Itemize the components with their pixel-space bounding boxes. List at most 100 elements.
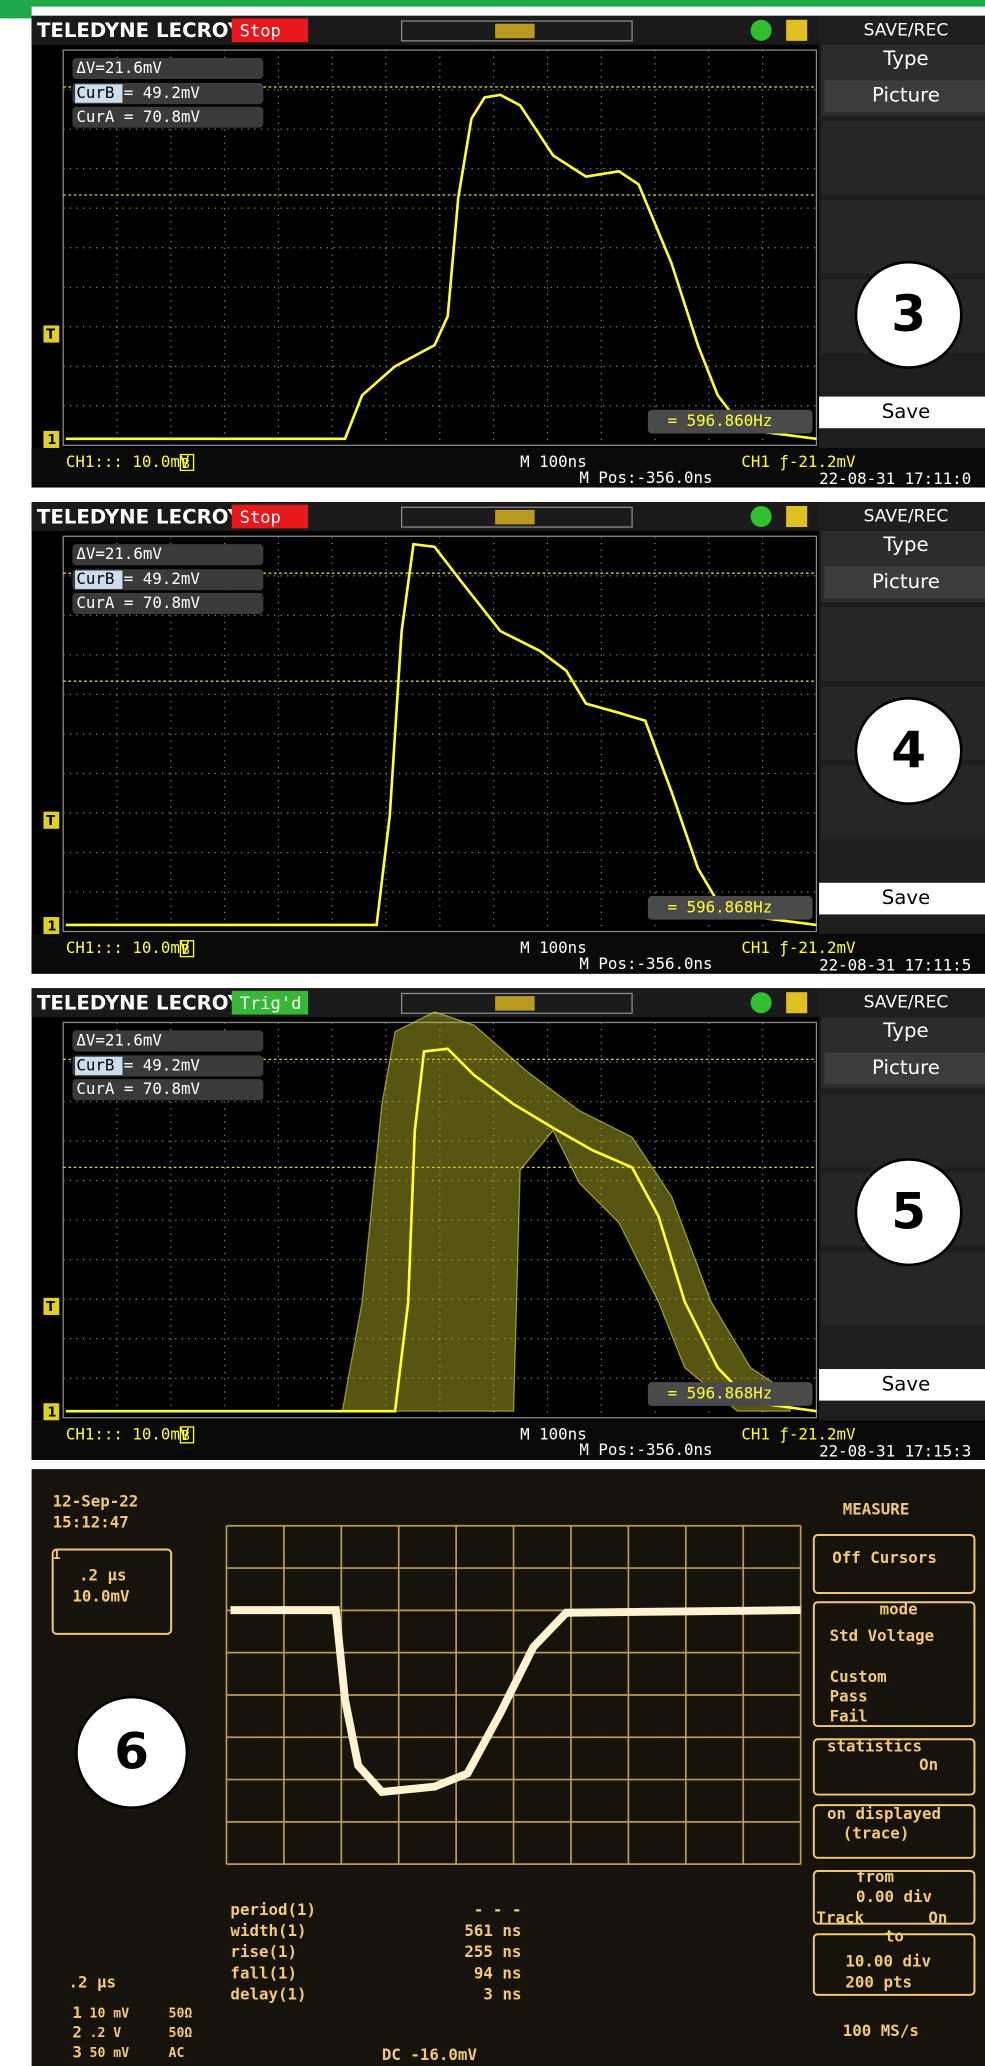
menu-item [822, 607, 985, 681]
frequency: = 596.868Hz [668, 1384, 773, 1403]
frequency: = 596.860Hz [668, 411, 773, 430]
channel-scale: 10 mV [90, 2006, 130, 2021]
position: M Pos:-356.0ns [579, 954, 712, 973]
cursor-a: CurA = 70.8mV [76, 1079, 200, 1098]
panel-label: 6 [114, 1723, 149, 1781]
channel-marker: 1 [47, 433, 56, 448]
panel-label: 3 [891, 285, 926, 343]
to-title: to [885, 1926, 904, 1945]
track: Track [816, 1908, 864, 1927]
points: 200 pts [845, 1972, 912, 1991]
save-icon [786, 506, 807, 527]
cursor-b-value: = 49.2mV [124, 569, 201, 588]
date: 12-Sep-22 [53, 1492, 139, 1511]
sample-rate: 100 MS/s [843, 2021, 919, 2040]
frequency: = 596.868Hz [668, 897, 773, 916]
position: M Pos:-356.0ns [579, 468, 712, 487]
menu-save: Save [882, 886, 930, 909]
panel-label: 4 [891, 721, 926, 779]
brand: TELEDYNE LECROY [37, 19, 243, 42]
from-value: 0.00 div [856, 1887, 932, 1906]
menu-picture: Picture [872, 84, 940, 107]
measurement-value: - - - [474, 1900, 522, 1919]
menu-item [822, 121, 985, 195]
measurement-name: rise(1) [230, 1942, 297, 1961]
measurement-name: fall(1) [230, 1963, 297, 1982]
top-border [0, 0, 985, 7]
menu-type: Type [882, 533, 928, 556]
offset: DC -16.0mV [382, 2045, 478, 2064]
trigger-marker: T [46, 814, 55, 829]
volts-box: 10.0mV [72, 1586, 130, 1605]
timestamp: 22-08-31 17:11:0 [819, 469, 971, 488]
menu-type: Type [882, 47, 928, 70]
cursor-a: CurA = 70.8mV [76, 107, 200, 126]
track-on: On [928, 1908, 947, 1927]
off-cursors: Off Cursors [832, 1548, 937, 1567]
channel-scale: 50 mV [90, 2046, 130, 2061]
memory-window [495, 996, 535, 1010]
from-title: from [856, 1867, 894, 1886]
channel-coupling: AC [169, 2046, 185, 2061]
brand: TELEDYNE LECROY [37, 505, 243, 528]
save-icon [786, 20, 807, 41]
measurement-name: delay(1) [230, 1984, 306, 2003]
pass: Pass [830, 1687, 868, 1706]
status: Trig'd [240, 994, 302, 1014]
status-icon [751, 506, 772, 527]
page: {"panels":[ {"label":"3","brand":"TELEDY… [0, 0, 985, 2066]
timestamp: 22-08-31 17:11:5 [819, 955, 971, 974]
measurement-value: 3 ns [483, 1984, 521, 2003]
timebase: .2 µs [68, 1972, 116, 1991]
custom: Custom [830, 1667, 887, 1686]
position: M Pos:-356.0ns [579, 1440, 712, 1459]
trigger-marker: T [46, 1300, 55, 1315]
trigger-marker: T [46, 328, 55, 343]
menu-save: Save [882, 1372, 930, 1395]
cursor-a: CurA = 70.8mV [76, 593, 200, 612]
timebase: M 100ns [520, 452, 587, 471]
cursor-b-value: = 49.2mV [124, 1055, 201, 1074]
corner-border [0, 0, 32, 18]
menu-title: MEASURE [843, 1499, 910, 1518]
time: 15:12:47 [53, 1513, 129, 1532]
channel-marker: 1 [47, 919, 56, 934]
measurement-value: 94 ns [474, 1963, 522, 1982]
memory-window [495, 24, 535, 38]
mode-title: mode [880, 1600, 918, 1619]
menu-picture: Picture [872, 1056, 940, 1079]
bw-marker: B [182, 457, 190, 472]
delta-v: ΔV=21.6mV [76, 1030, 162, 1049]
channel-scale: CH1::: 10.0mV [66, 938, 190, 957]
channel-number: 2 [72, 2023, 82, 2042]
measurement-value: 255 ns [464, 1942, 521, 1961]
brand: TELEDYNE LECROY [37, 992, 243, 1015]
channel-marker: 1 [47, 1405, 56, 1420]
cursor-b-value: = 49.2mV [124, 83, 201, 102]
status: Stop [240, 22, 281, 42]
channel-number: 1 [72, 2003, 82, 2022]
status-icon [751, 20, 772, 41]
scope-panel: TELEDYNE LECROYTrig'd ΔV=21.6mV CurB = 49.2… [32, 988, 985, 1460]
menu-title: SAVE/REC [864, 993, 949, 1013]
menu-save: Save [882, 400, 930, 423]
menu-picture: Picture [872, 570, 940, 593]
timebase: M 100ns [520, 938, 587, 957]
scope-panel: TELEDYNE LECROYStopΔV=21.6mVCurB= 49.2mV… [32, 502, 985, 974]
bw-marker: B [182, 1429, 190, 1444]
measurement-value: 561 ns [464, 1921, 521, 1940]
menu-title: SAVE/REC [864, 20, 949, 40]
timestamp: 22-08-31 17:15:3 [819, 1441, 971, 1460]
save-icon [786, 992, 807, 1013]
panel-label: 5 [891, 1182, 926, 1240]
menu-item [822, 1094, 985, 1168]
measurement-name: width(1) [230, 1921, 306, 1940]
channel-number: 3 [72, 2042, 82, 2061]
cursor-b-label: CurB [76, 1055, 114, 1074]
channel-coupling: 50Ω [169, 2006, 193, 2021]
channel-scale: CH1::: 10.0mV [66, 452, 190, 471]
menu-type: Type [882, 1019, 928, 1042]
channel-scale: .2 V [90, 2026, 122, 2041]
cursor-b-label: CurB [76, 83, 114, 102]
